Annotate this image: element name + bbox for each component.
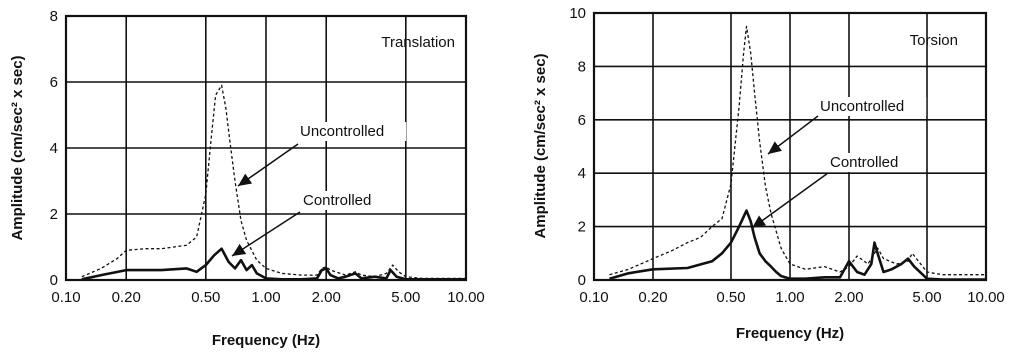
y-tick-label: 2 (50, 206, 58, 223)
y-axis-label: Amplitude (cm/sec² x sec) (532, 53, 549, 238)
annotation-backdrop (817, 97, 927, 116)
x-tick-label: 0.50 (716, 289, 745, 306)
panel-title: Translation (381, 34, 455, 51)
annotation-label-uncontrolled: Uncontrolled (820, 98, 904, 115)
chart-panel-translation: 0.10 0.20 0.50 1.00 2.00 5.00 10.00 0 2 4 6 8 Transl… (9, 8, 485, 349)
annotation-backdrop (300, 191, 392, 210)
series-line-controlled (609, 209, 986, 281)
series-line-controlled (81, 247, 466, 281)
x-axis-label: Frequency (Hz) (736, 325, 844, 342)
x-tick-label: 10.00 (967, 289, 1005, 306)
x-axis-label: Frequency (Hz) (212, 332, 320, 349)
x-tick-label: 0.20 (112, 289, 141, 306)
x-tick-label: 0.10 (51, 289, 80, 306)
y-tick-label: 0 (578, 272, 586, 289)
arrowhead-icon (768, 141, 782, 154)
y-tick-label: 4 (50, 140, 58, 157)
plot-frame (64, 14, 468, 282)
x-tick-label: 0.20 (638, 289, 667, 306)
y-tick-label: 2 (578, 219, 586, 236)
arrowhead-icon (232, 243, 247, 256)
annotation-arrow (751, 172, 829, 229)
y-tick-label: 8 (578, 58, 586, 75)
series-line-uncontrolled (609, 25, 986, 276)
x-tick-label: 5.00 (912, 289, 941, 306)
y-tick-label: 6 (578, 112, 586, 129)
annotation-backdrop (827, 153, 919, 172)
annotation-backdrop (297, 122, 407, 141)
panel-title: Torsion (910, 32, 958, 49)
x-tick-label: 0.50 (191, 289, 220, 306)
annotation-label-controlled: Controlled (830, 154, 898, 171)
x-tick-label: 10.00 (447, 289, 485, 306)
plot-frame (592, 11, 988, 282)
y-tick-label: 4 (578, 165, 586, 182)
x-tick-label: 1.00 (775, 289, 804, 306)
y-axis-label: Amplitude (cm/sec² x sec) (9, 55, 26, 240)
arrowhead-icon (238, 173, 253, 186)
annotation-arrow (231, 211, 301, 257)
annotation-label-controlled: Controlled (303, 192, 371, 209)
x-tick-label: 1.00 (251, 289, 280, 306)
annotation-label-uncontrolled: Uncontrolled (300, 123, 384, 140)
y-tick-label: 6 (50, 74, 58, 91)
y-tick-label: 0 (50, 272, 58, 289)
arrowhead-icon (752, 215, 767, 228)
series-line-uncontrolled (81, 84, 466, 280)
y-tick-label: 8 (50, 8, 58, 25)
x-tick-label: 5.00 (391, 289, 420, 306)
y-tick-label: 10 (569, 5, 586, 22)
x-tick-label: 2.00 (312, 289, 341, 306)
chart-panel-torsion: 0.10 0.20 0.50 1.00 2.00 5.00 10.00 0 2 4 6 8 10 Tors… (532, 5, 1005, 342)
x-tick-label: 2.00 (834, 289, 863, 306)
x-tick-label: 0.10 (579, 289, 608, 306)
